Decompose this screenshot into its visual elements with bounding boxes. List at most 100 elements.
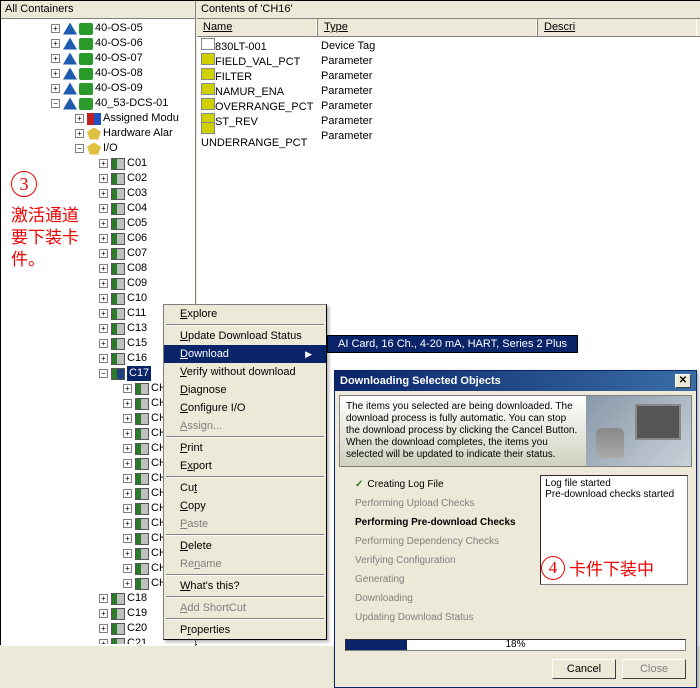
- node-icon: [111, 278, 125, 290]
- expander-icon[interactable]: +: [123, 414, 132, 423]
- expander-icon[interactable]: +: [51, 24, 60, 33]
- expander-icon[interactable]: +: [123, 504, 132, 513]
- expander-icon[interactable]: −: [51, 99, 60, 108]
- menu-item[interactable]: Print: [164, 439, 326, 457]
- tree-row[interactable]: +Hardware Alar: [3, 126, 195, 141]
- list-row[interactable]: 830LT-001Device Tag: [197, 38, 700, 53]
- menu-item[interactable]: Verify without download: [164, 363, 326, 381]
- expander-icon[interactable]: −: [99, 369, 108, 378]
- menu-item[interactable]: Cut: [164, 479, 326, 497]
- expander-icon[interactable]: +: [99, 204, 108, 213]
- tree-row[interactable]: +40-OS-08: [3, 66, 195, 81]
- context-menu[interactable]: Explore Update Download StatusDownload▶Ve…: [163, 304, 327, 640]
- expander-icon[interactable]: +: [99, 594, 108, 603]
- menu-item[interactable]: Configure I/O: [164, 399, 326, 417]
- menu-item[interactable]: Delete: [164, 537, 326, 555]
- menu-item[interactable]: Export: [164, 457, 326, 475]
- expander-icon[interactable]: +: [99, 219, 108, 228]
- tree-row[interactable]: +40-OS-07: [3, 51, 195, 66]
- col-name[interactable]: Name: [197, 19, 317, 36]
- expander-icon[interactable]: −: [75, 144, 84, 153]
- expander-icon[interactable]: +: [123, 459, 132, 468]
- expander-icon[interactable]: +: [123, 399, 132, 408]
- list-row[interactable]: NAMUR_ENAParameter: [197, 83, 700, 98]
- expander-icon[interactable]: +: [75, 129, 84, 138]
- expander-icon[interactable]: +: [123, 444, 132, 453]
- dialog-step: Creating Log File: [355, 475, 534, 494]
- node-icon: [111, 623, 125, 635]
- tree-row[interactable]: +Assigned Modu: [3, 111, 195, 126]
- expander-icon[interactable]: +: [99, 354, 108, 363]
- tree-label: C17: [127, 366, 151, 381]
- expander-icon[interactable]: +: [123, 519, 132, 528]
- expander-icon[interactable]: +: [99, 174, 108, 183]
- dialog-close-button[interactable]: ✕: [675, 374, 691, 388]
- expander-icon[interactable]: +: [123, 579, 132, 588]
- menu-item[interactable]: Diagnose: [164, 381, 326, 399]
- expander-icon[interactable]: +: [99, 249, 108, 258]
- expander-icon[interactable]: +: [51, 54, 60, 63]
- expander-icon[interactable]: +: [75, 114, 84, 123]
- expander-icon[interactable]: +: [51, 39, 60, 48]
- cancel-button[interactable]: Cancel: [552, 659, 616, 679]
- expander-icon[interactable]: +: [99, 159, 108, 168]
- right-header: Contents of 'CH16': [197, 1, 700, 19]
- expander-icon[interactable]: +: [99, 264, 108, 273]
- tree-row[interactable]: +40-OS-06: [3, 36, 195, 51]
- menu-separator: [166, 324, 324, 326]
- expander-icon[interactable]: +: [123, 384, 132, 393]
- menu-separator: [166, 534, 324, 536]
- expander-icon[interactable]: +: [99, 294, 108, 303]
- expander-icon[interactable]: +: [99, 624, 108, 633]
- expander-icon[interactable]: +: [99, 189, 108, 198]
- node-icon: [111, 353, 125, 365]
- dialog-step: Updating Download Status: [355, 608, 534, 627]
- tree-row[interactable]: −I/O: [3, 141, 195, 156]
- expander-icon[interactable]: +: [123, 474, 132, 483]
- expander-icon[interactable]: +: [99, 339, 108, 348]
- menu-separator: [166, 436, 324, 438]
- expander-icon[interactable]: +: [51, 69, 60, 78]
- list-row[interactable]: FILTERParameter: [197, 68, 700, 83]
- node-icon: [135, 383, 149, 395]
- menu-item[interactable]: Properties: [164, 621, 326, 639]
- tree-row[interactable]: +C09: [3, 276, 195, 291]
- expander-icon[interactable]: +: [123, 549, 132, 558]
- menu-item[interactable]: Update Download Status: [164, 327, 326, 345]
- expander-icon[interactable]: +: [123, 429, 132, 438]
- menu-item[interactable]: Copy: [164, 497, 326, 515]
- os-icon: [79, 83, 93, 95]
- menu-item[interactable]: Download▶: [164, 345, 326, 363]
- list-body[interactable]: 830LT-001Device TagFIELD_VAL_PCTParamete…: [197, 37, 700, 144]
- list-row[interactable]: OVERRANGE_PCTParameter: [197, 98, 700, 113]
- expander-icon[interactable]: +: [99, 234, 108, 243]
- col-type[interactable]: Type: [317, 19, 537, 36]
- expander-icon[interactable]: +: [123, 489, 132, 498]
- menu-separator: [166, 596, 324, 598]
- node-icon: [111, 263, 125, 275]
- dialog-titlebar[interactable]: Downloading Selected Objects ✕: [335, 371, 696, 391]
- tree-label: C11: [127, 306, 146, 321]
- col-desc[interactable]: Descri: [537, 19, 697, 36]
- node-icon: [111, 368, 125, 380]
- expander-icon[interactable]: +: [99, 609, 108, 618]
- tree-row[interactable]: +40-OS-05: [3, 21, 195, 36]
- tree-row[interactable]: +40-OS-09: [3, 81, 195, 96]
- tree-label: 40-OS-06: [95, 36, 143, 51]
- list-row[interactable]: FIELD_VAL_PCTParameter: [197, 53, 700, 68]
- expander-icon[interactable]: +: [99, 279, 108, 288]
- tree-row[interactable]: +C01: [3, 156, 195, 171]
- expander-icon[interactable]: +: [99, 324, 108, 333]
- menu-item[interactable]: Explore: [164, 305, 326, 323]
- tree-row[interactable]: −40_53-DCS-01: [3, 96, 195, 111]
- menu-item[interactable]: What's this?: [164, 577, 326, 595]
- expander-icon[interactable]: +: [123, 564, 132, 573]
- expander-icon[interactable]: +: [99, 639, 108, 644]
- expander-icon[interactable]: +: [51, 84, 60, 93]
- expander-icon[interactable]: +: [123, 534, 132, 543]
- expander-icon[interactable]: +: [99, 309, 108, 318]
- node-icon: [135, 488, 149, 500]
- download-submenu-item[interactable]: AI Card, 16 Ch., 4-20 mA, HART, Series 2…: [327, 335, 578, 353]
- progress-bar: 18%: [345, 639, 686, 651]
- list-row[interactable]: UNDERRANGE_PCTParameter: [197, 128, 700, 143]
